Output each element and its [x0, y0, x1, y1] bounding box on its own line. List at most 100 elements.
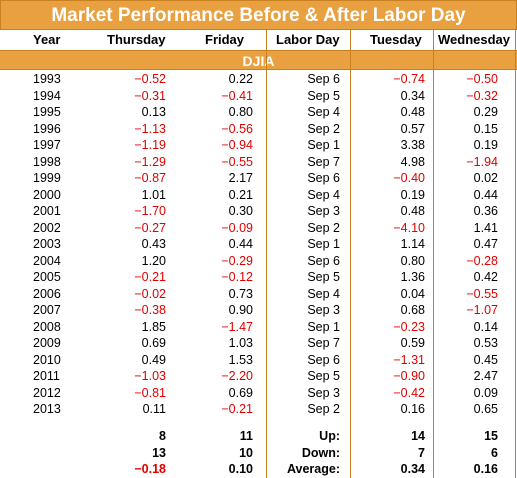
cell-wednesday: 0.65: [473, 402, 498, 416]
summary-rows: 8 11 Up: 14 15 13 10 Down: 7 6 −0.18 0.10 Average: 0.…: [0, 428, 517, 478]
cell-thursday: −1.29: [134, 154, 166, 169]
table-row: 1997 −1.19 −0.94 Sep 1 3.38 0.19: [0, 137, 517, 154]
cell-wednesday: −1.94: [466, 154, 498, 169]
cell-labor-day: Sep 3: [307, 204, 340, 218]
cell-labor-day: Sep 4: [307, 105, 340, 119]
cell-wednesday: 0.15: [473, 121, 498, 136]
cell-thursday: −0.38: [134, 303, 166, 317]
cell-tuesday: 0.59: [400, 336, 425, 350]
cell-year: 1995: [33, 105, 61, 119]
cell-wednesday: 0.29: [473, 105, 498, 119]
cell-labor-day: Sep 1: [307, 138, 340, 152]
cell-year: 1993: [33, 72, 61, 86]
cell-wednesday: −1.07: [466, 303, 498, 317]
header-friday: Friday: [205, 32, 245, 47]
cell-thursday: −0.81: [134, 385, 166, 400]
cell-year: 2006: [33, 286, 61, 301]
cell-thursday: 0.49: [141, 352, 166, 367]
cell-wednesday: −0.32: [466, 88, 498, 103]
cell-labor-day: Sep 6: [307, 171, 340, 185]
header-tuesday: Tuesday: [370, 32, 422, 47]
cell-thursday: −1.13: [134, 121, 166, 136]
cell-friday: −0.12: [221, 270, 253, 284]
header-wednesday: Wednesday: [438, 32, 511, 47]
cell-wednesday: 0.45: [473, 352, 498, 367]
cell-thursday: −1.19: [134, 138, 166, 152]
cell-wednesday: 1.41: [473, 220, 498, 235]
cell-labor-day: Sep 3: [307, 385, 340, 400]
cell-year: 2011: [33, 369, 60, 383]
summary-thursday: 8: [159, 429, 166, 443]
cell-friday: 1.53: [228, 352, 253, 367]
cell-year: 1999: [33, 171, 61, 185]
cell-tuesday: 0.48: [400, 204, 425, 218]
table-row: 2007 −0.38 0.90 Sep 3 0.68 −1.07: [0, 302, 517, 319]
cell-wednesday: 2.47: [473, 369, 498, 383]
cell-thursday: 1.01: [141, 187, 166, 202]
cell-year: 2004: [33, 253, 61, 268]
cell-thursday: 0.43: [141, 237, 166, 251]
summary-tuesday: 14: [411, 429, 425, 443]
cell-tuesday: −0.42: [393, 385, 425, 400]
table-row: 1994 −0.31 −0.41 Sep 5 0.34 −0.32: [0, 88, 517, 105]
cell-year: 1997: [33, 138, 61, 152]
cell-thursday: −1.70: [134, 204, 166, 218]
cell-thursday: −0.87: [134, 171, 166, 185]
header-thursday: Thursday: [107, 32, 166, 47]
table-title: Market Performance Before & After Labor …: [0, 0, 517, 30]
header-labor-day: Labor Day: [276, 32, 340, 47]
table-row: 1999 −0.87 2.17 Sep 6 −0.40 0.02: [0, 170, 517, 187]
cell-tuesday: 0.80: [400, 253, 425, 268]
summary-friday: 10: [239, 445, 253, 460]
cell-thursday: −0.21: [134, 270, 166, 284]
cell-tuesday: −1.31: [393, 352, 425, 367]
cell-friday: −0.29: [221, 253, 253, 268]
cell-thursday: −0.27: [134, 220, 166, 235]
cell-year: 2008: [33, 319, 61, 334]
cell-wednesday: 0.47: [473, 237, 498, 251]
summary-wednesday: 15: [484, 429, 498, 443]
cell-thursday: 0.69: [141, 336, 166, 350]
cell-friday: −2.20: [221, 369, 253, 383]
cell-labor-day: Sep 7: [307, 154, 340, 169]
cell-labor-day: Sep 1: [307, 319, 340, 334]
summary-row: −0.18 0.10 Average: 0.34 0.16: [0, 461, 517, 478]
cell-thursday: −0.02: [134, 286, 166, 301]
cell-friday: 2.17: [228, 171, 253, 185]
cell-tuesday: −0.74: [393, 72, 425, 86]
cell-tuesday: 0.68: [400, 303, 425, 317]
cell-friday: 0.90: [228, 303, 253, 317]
divider-tuesday-wednesday: [433, 30, 434, 478]
cell-labor-day: Sep 6: [307, 352, 340, 367]
cell-tuesday: −4.10: [393, 220, 425, 235]
cell-wednesday: 0.02: [473, 171, 498, 185]
cell-friday: 0.21: [228, 187, 253, 202]
cell-thursday: 1.85: [141, 319, 166, 334]
cell-year: 2012: [33, 385, 61, 400]
divider-laborday-tuesday: [350, 30, 351, 478]
cell-friday: 0.44: [228, 237, 253, 251]
cell-thursday: −1.03: [134, 369, 166, 383]
cell-labor-day: Sep 3: [307, 303, 340, 317]
summary-friday: 0.10: [228, 462, 253, 476]
cell-tuesday: 1.36: [400, 270, 425, 284]
cell-year: 2009: [33, 336, 61, 350]
cell-thursday: 0.11: [142, 402, 166, 416]
cell-labor-day: Sep 5: [307, 369, 340, 383]
summary-friday: 11: [239, 429, 253, 443]
cell-friday: 0.30: [228, 204, 253, 218]
table-row: 2000 1.01 0.21 Sep 4 0.19 0.44: [0, 187, 517, 204]
cell-labor-day: Sep 2: [307, 121, 340, 136]
cell-thursday: −0.31: [134, 88, 166, 103]
cell-year: 2005: [33, 270, 61, 284]
summary-wednesday: 6: [491, 445, 498, 460]
cell-tuesday: 4.98: [400, 154, 425, 169]
cell-wednesday: 0.09: [473, 385, 498, 400]
cell-friday: −1.47: [221, 319, 253, 334]
table-row: 2011 −1.03 −2.20 Sep 5 −0.90 2.47: [0, 368, 517, 385]
cell-tuesday: −0.40: [393, 171, 425, 185]
cell-wednesday: 0.36: [473, 204, 498, 218]
cell-tuesday: −0.90: [393, 369, 425, 383]
cell-year: 2000: [33, 187, 61, 202]
